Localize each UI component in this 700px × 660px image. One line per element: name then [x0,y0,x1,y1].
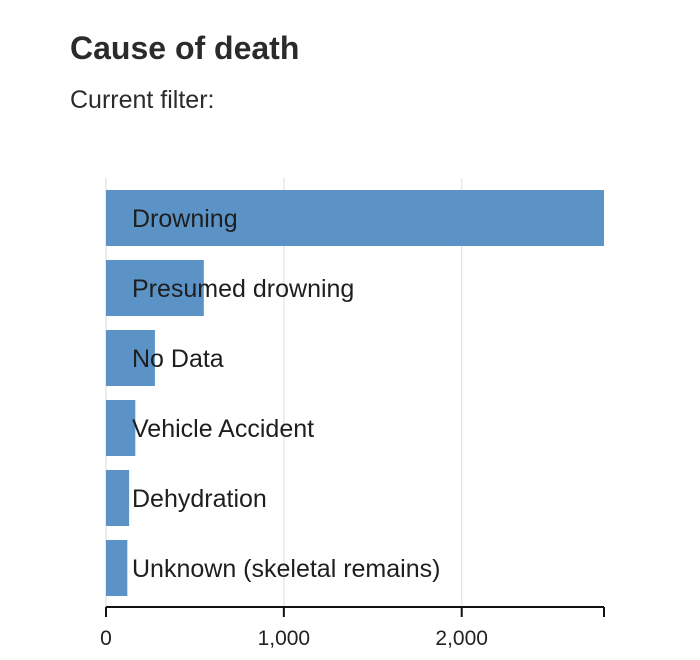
bar-label-2: No Data [132,345,224,373]
x-tick-label-0: 0 [100,627,112,650]
x-tick-label-1: 1,000 [258,627,311,650]
x-axis: 0 1,000 2,000 [100,606,605,650]
bars [106,190,604,596]
bar-1[interactable] [106,260,204,316]
bar-2[interactable] [106,330,155,386]
bar-label-1: Presumed drowning [132,275,354,303]
bar-label-4: Dehydration [132,485,267,513]
filter-label: Current filter: [70,86,215,114]
bar-5[interactable] [106,540,128,596]
gridlines [105,178,463,607]
bar-label-3: Vehicle Accident [132,415,314,443]
bar-0[interactable] [106,190,604,246]
x-tick-label-2: 2,000 [435,627,488,650]
bar-4[interactable] [106,470,130,526]
bar-labels: Drowning Presumed drowning No Data Vehicle … [132,205,440,583]
bar-label-5: Unknown (skeletal remains) [132,555,440,583]
bar-label-0: Drowning [132,205,238,233]
bar-3[interactable] [106,400,136,456]
current-filter: Current filter: [70,86,220,115]
chart-title: Cause of death [70,30,300,66]
